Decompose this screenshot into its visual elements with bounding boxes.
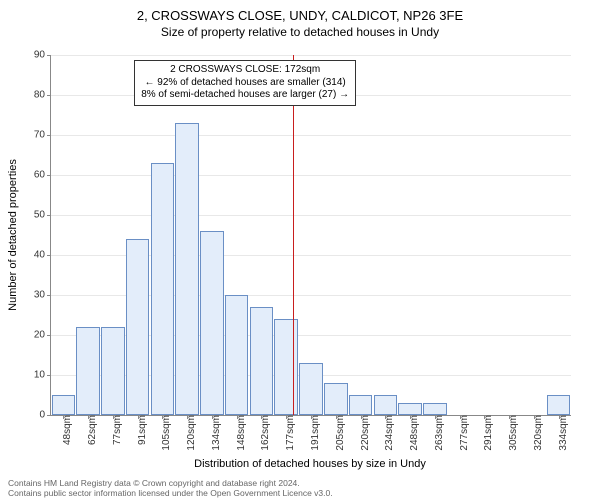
footer-line: Contains public sector information licen… bbox=[8, 488, 333, 498]
ytick-label: 20 bbox=[34, 330, 51, 341]
xtick-label: 305sqm bbox=[502, 415, 519, 451]
xtick-label: 320sqm bbox=[527, 415, 544, 451]
xtick-label: 248sqm bbox=[403, 415, 420, 451]
xtick-label: 48sqm bbox=[57, 415, 74, 445]
ytick-label: 0 bbox=[39, 410, 51, 421]
histogram-bar bbox=[423, 403, 447, 415]
histogram-bar bbox=[374, 395, 398, 415]
xtick-label: 277sqm bbox=[453, 415, 470, 451]
histogram-bar bbox=[398, 403, 422, 415]
histogram-bar bbox=[250, 307, 274, 415]
xtick-label: 62sqm bbox=[81, 415, 98, 445]
xtick-label: 191sqm bbox=[304, 415, 321, 451]
xtick-label: 120sqm bbox=[180, 415, 197, 451]
xtick-label: 220sqm bbox=[354, 415, 371, 451]
histogram-bar bbox=[299, 363, 323, 415]
ytick-label: 50 bbox=[34, 210, 51, 221]
chart-title: 2, CROSSWAYS CLOSE, UNDY, CALDICOT, NP26… bbox=[0, 0, 600, 23]
histogram-bar bbox=[52, 395, 76, 415]
annotation-line: ← 92% of detached houses are smaller (31… bbox=[141, 77, 349, 90]
xtick-label: 162sqm bbox=[255, 415, 272, 451]
ytick-label: 40 bbox=[34, 250, 51, 261]
footer-attribution: Contains HM Land Registry data © Crown c… bbox=[8, 478, 333, 498]
histogram-bar bbox=[101, 327, 125, 415]
histogram-bar bbox=[547, 395, 571, 415]
histogram-bar bbox=[349, 395, 373, 415]
histogram-bar bbox=[225, 295, 249, 415]
gridline-h bbox=[51, 55, 571, 56]
ytick-label: 10 bbox=[34, 370, 51, 381]
annotation-box: 2 CROSSWAYS CLOSE: 172sqm← 92% of detach… bbox=[134, 60, 356, 106]
chart-subtitle: Size of property relative to detached ho… bbox=[0, 23, 600, 39]
gridline-h bbox=[51, 175, 571, 176]
xtick-label: 177sqm bbox=[279, 415, 296, 451]
histogram-bar bbox=[76, 327, 100, 415]
histogram-bar bbox=[324, 383, 348, 415]
footer-line: Contains HM Land Registry data © Crown c… bbox=[8, 478, 333, 488]
ytick-label: 70 bbox=[34, 130, 51, 141]
y-axis-label: Number of detached properties bbox=[6, 55, 20, 415]
chart-container: 2, CROSSWAYS CLOSE, UNDY, CALDICOT, NP26… bbox=[0, 0, 600, 500]
xtick-label: 105sqm bbox=[156, 415, 173, 451]
xtick-label: 77sqm bbox=[106, 415, 123, 445]
xtick-label: 205sqm bbox=[329, 415, 346, 451]
xtick-label: 334sqm bbox=[552, 415, 569, 451]
ytick-label: 80 bbox=[34, 90, 51, 101]
histogram-bar bbox=[126, 239, 150, 415]
ytick-label: 30 bbox=[34, 290, 51, 301]
plot-area: 010203040506070809048sqm62sqm77sqm91sqm1… bbox=[50, 55, 571, 416]
gridline-h bbox=[51, 215, 571, 216]
annotation-line: 2 CROSSWAYS CLOSE: 172sqm bbox=[141, 64, 349, 77]
ytick-label: 90 bbox=[34, 50, 51, 61]
histogram-bar bbox=[200, 231, 224, 415]
reference-line bbox=[293, 55, 294, 415]
xtick-label: 263sqm bbox=[428, 415, 445, 451]
xtick-label: 148sqm bbox=[230, 415, 247, 451]
annotation-line: 8% of semi-detached houses are larger (2… bbox=[141, 89, 349, 102]
xtick-label: 91sqm bbox=[131, 415, 148, 445]
x-axis-label: Distribution of detached houses by size … bbox=[50, 458, 570, 470]
histogram-bar bbox=[151, 163, 175, 415]
xtick-label: 134sqm bbox=[205, 415, 222, 451]
ytick-label: 60 bbox=[34, 170, 51, 181]
gridline-h bbox=[51, 135, 571, 136]
xtick-label: 234sqm bbox=[378, 415, 395, 451]
xtick-label: 291sqm bbox=[478, 415, 495, 451]
histogram-bar bbox=[274, 319, 298, 415]
histogram-bar bbox=[175, 123, 199, 415]
